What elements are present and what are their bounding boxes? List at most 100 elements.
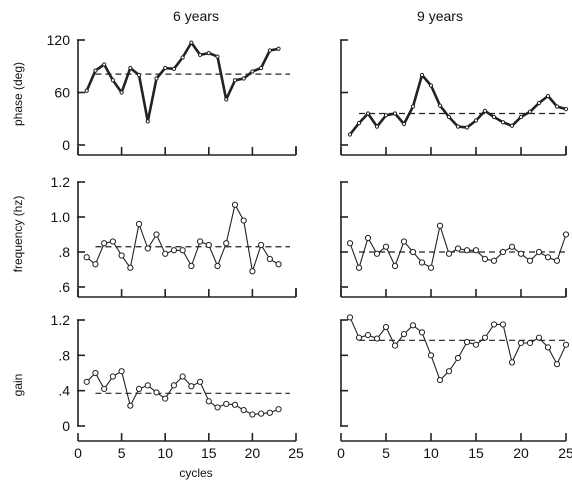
data-point — [346, 314, 354, 321]
data-point — [418, 259, 426, 266]
data-point — [180, 55, 185, 60]
data-point — [267, 48, 272, 53]
data-point — [400, 238, 408, 245]
data-point — [364, 331, 372, 339]
data-point — [101, 240, 108, 247]
y-axis-label-phase-deg: phase (deg) — [11, 62, 25, 126]
data-point — [110, 78, 115, 83]
data-point — [346, 240, 354, 247]
data-point — [562, 341, 570, 348]
data-point — [128, 65, 133, 71]
data-point — [419, 72, 425, 78]
data-point — [382, 323, 390, 331]
data-point — [259, 65, 264, 71]
data-point — [365, 111, 371, 116]
data-point — [144, 245, 151, 252]
data-point — [232, 78, 238, 83]
data-point — [170, 247, 178, 254]
x-tick-label: 15 — [468, 445, 484, 461]
data-point — [455, 124, 461, 129]
data-point — [418, 329, 426, 336]
data-point — [446, 114, 452, 120]
data-point — [215, 54, 220, 59]
x-tick-label: 20 — [513, 445, 529, 461]
panel-gain-6-years: 1.2 .8 .4 00 5 10 15 20 25 — [51, 312, 304, 461]
data-point — [481, 334, 489, 341]
data-point — [83, 378, 90, 385]
row-frequency-hz: frequency (hz) 1.2 1.0 .8 .6 — [11, 174, 570, 298]
data-point — [355, 264, 363, 271]
data-point — [382, 243, 390, 250]
data-point — [102, 62, 107, 67]
data-point — [553, 257, 561, 264]
data-point — [544, 344, 552, 351]
row-phase-deg: phase (deg) 120 60 0 — [11, 32, 569, 156]
data-point — [409, 322, 417, 329]
data-point — [224, 97, 229, 102]
data-point — [499, 248, 507, 256]
data-point — [189, 40, 194, 45]
data-point — [135, 385, 143, 392]
panel-frequency-hz-9-years — [340, 181, 570, 298]
y-tick-label: 0 — [62, 137, 70, 153]
data-point — [436, 222, 444, 229]
data-point — [170, 382, 178, 389]
data-point — [179, 247, 186, 254]
data-point — [109, 373, 116, 380]
data-point — [491, 114, 497, 120]
data-point — [490, 257, 498, 264]
y-tick-label: 60 — [54, 85, 70, 101]
y-tick-label: 1.2 — [51, 174, 71, 190]
y-tick-label: 120 — [47, 32, 71, 48]
data-point — [249, 268, 256, 275]
data-point — [109, 238, 116, 245]
data-point — [135, 220, 143, 228]
data-point — [188, 262, 195, 270]
data-point — [409, 248, 417, 256]
data-point — [249, 411, 256, 418]
data-point — [437, 103, 443, 108]
data-point — [118, 368, 125, 375]
data-point — [92, 369, 99, 377]
data-point — [364, 234, 372, 242]
data-point — [145, 119, 150, 124]
y-tick-label: .8 — [58, 244, 70, 260]
panel-phase-deg-6-years: 120 60 0 — [47, 32, 297, 156]
data-point — [482, 108, 488, 113]
x-tick-label: 10 — [423, 445, 439, 461]
data-point — [127, 402, 134, 409]
data-point — [197, 52, 203, 57]
data-point — [118, 252, 125, 259]
data-point — [144, 382, 151, 389]
data-point — [188, 383, 195, 390]
data-point — [93, 68, 98, 73]
data-point — [517, 339, 525, 347]
data-point — [401, 121, 407, 127]
data-point — [392, 111, 398, 116]
data-point — [508, 359, 516, 366]
x-tick-label: 0 — [337, 445, 345, 461]
data-point — [527, 109, 533, 114]
data-point — [231, 401, 239, 408]
data-point — [536, 100, 542, 106]
panel-gain-9-years: 0 5 10 15 20 25 — [337, 314, 572, 461]
x-tick-label: 25 — [288, 445, 304, 461]
data-point — [356, 121, 362, 126]
data-point — [163, 65, 168, 71]
data-point — [427, 264, 435, 271]
data-point — [383, 113, 389, 118]
data-point — [162, 395, 169, 402]
data-point — [563, 107, 569, 112]
data-point — [84, 88, 89, 93]
data-point — [535, 334, 543, 341]
data-point — [391, 262, 399, 270]
data-point — [373, 250, 381, 257]
data-point — [266, 409, 273, 416]
data-point — [454, 354, 462, 362]
data-point — [83, 254, 90, 261]
panel-phase-deg-9-years — [340, 39, 569, 156]
data-point — [490, 321, 498, 328]
data-point — [101, 385, 108, 392]
data-point — [410, 104, 416, 109]
